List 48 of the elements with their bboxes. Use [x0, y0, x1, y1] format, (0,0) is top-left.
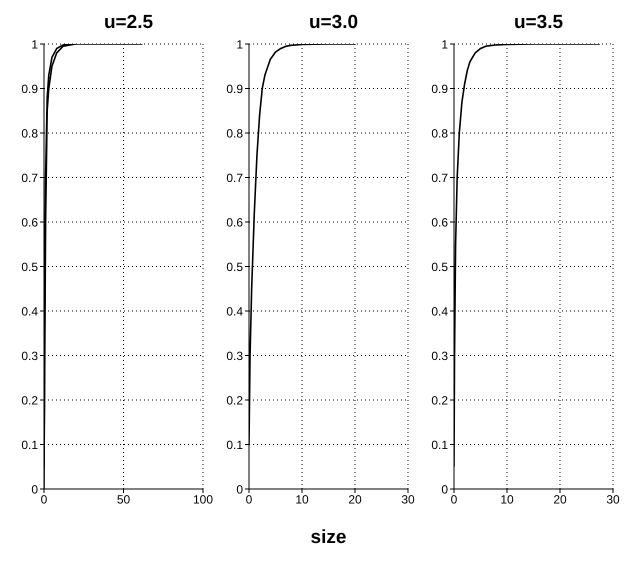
- y-tick-label: 0.6: [431, 215, 448, 230]
- y-tick-label: 0.1: [431, 438, 448, 452]
- y-tick-label: 0: [441, 482, 448, 496]
- y-tick-label: 0.7: [431, 170, 448, 185]
- y-tick-label: 0.1: [226, 438, 244, 452]
- x-tick-label: 10: [500, 492, 514, 507]
- x-tick-label: 50: [116, 492, 130, 507]
- y-tick-label: 0.8: [431, 126, 448, 140]
- y-tick-label: 0.4: [431, 304, 448, 318]
- y-tick-label: 1: [31, 37, 38, 52]
- y-tick-label: 1: [236, 37, 244, 52]
- x-tick-label: 30: [401, 492, 415, 507]
- x-tick-label: 20: [553, 492, 567, 507]
- y-tick-label: 0.2: [226, 393, 244, 408]
- y-tick-label: 0.8: [21, 126, 38, 140]
- y-tick-label: 0.5: [226, 260, 244, 274]
- y-tick-label: 0.6: [21, 215, 38, 230]
- y-tick-label: 0.9: [431, 82, 448, 96]
- y-tick-label: 0.4: [226, 304, 244, 318]
- y-tick-label: 0: [31, 482, 38, 496]
- y-tick-label: 0.1: [21, 438, 38, 452]
- chart-title: u=3.5: [512, 12, 564, 34]
- x-tick-label: 0: [450, 492, 458, 507]
- y-tick-label: 1: [441, 37, 448, 52]
- x-tick-label: 100: [192, 492, 214, 507]
- y-tick-label: 0.5: [21, 260, 38, 274]
- y-tick-label: 0.4: [21, 304, 38, 318]
- y-tick-label: 0.3: [21, 348, 38, 363]
- y-tick-label: 0.3: [431, 348, 448, 363]
- y-tick-label: 0.5: [431, 260, 448, 274]
- x-tick-label: 0: [246, 492, 253, 507]
- x-axis-title: size: [310, 527, 346, 548]
- y-tick-label: 0.7: [226, 170, 244, 185]
- y-tick-label: 0: [236, 482, 244, 496]
- y-tick-label: 0.7: [21, 170, 38, 185]
- y-tick-label: 0.6: [226, 215, 244, 230]
- x-tick-label: 0: [40, 492, 48, 507]
- x-tick-label: 30: [606, 492, 620, 507]
- y-tick-label: 0.3: [226, 348, 244, 363]
- chart-title: u=3.0: [308, 12, 360, 34]
- y-tick-label: 0.8: [226, 126, 244, 140]
- x-tick-label: 10: [295, 492, 309, 507]
- y-tick-label: 0.9: [226, 82, 244, 96]
- x-tick-label: 20: [348, 492, 362, 507]
- y-tick-label: 0.2: [21, 393, 38, 408]
- chart-title: u=2.5: [102, 12, 154, 34]
- y-tick-label: 0.9: [21, 82, 38, 96]
- y-tick-label: 0.2: [431, 393, 448, 408]
